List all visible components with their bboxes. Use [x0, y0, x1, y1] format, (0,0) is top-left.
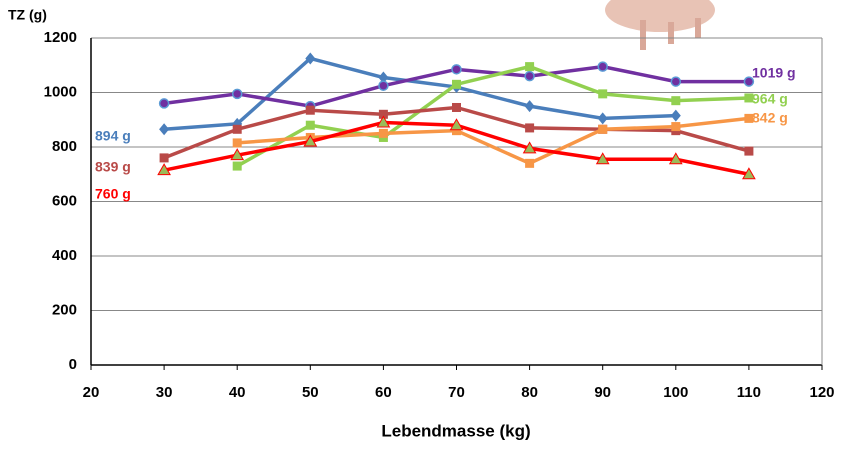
- marker: [525, 62, 535, 72]
- series-label: 964 g: [752, 91, 788, 107]
- marker: [671, 122, 681, 132]
- marker: [595, 152, 610, 165]
- y-tick-label: 200: [52, 301, 77, 318]
- marker: [159, 153, 169, 163]
- marker: [671, 96, 681, 106]
- pig-decoration: [605, 0, 715, 50]
- marker: [159, 123, 170, 136]
- marker: [524, 70, 535, 82]
- series-line: [236, 64, 749, 168]
- marker: [378, 128, 388, 138]
- marker: [305, 120, 315, 130]
- marker: [744, 146, 754, 156]
- marker: [670, 109, 681, 122]
- y-tick-label: 800: [52, 138, 77, 155]
- x-tick-label: 20: [83, 384, 100, 401]
- series-line: [163, 56, 676, 132]
- series-label: 842 g: [752, 110, 788, 126]
- marker: [668, 152, 683, 165]
- marker: [524, 100, 535, 113]
- x-tick-label: 110: [737, 384, 761, 401]
- series-label: 839 g: [95, 159, 131, 175]
- marker: [451, 64, 462, 75]
- x-tick-label: 30: [156, 384, 173, 401]
- marker: [744, 93, 754, 103]
- y-axis-label: TZ (g): [8, 7, 47, 23]
- marker: [157, 163, 171, 176]
- x-tick-label: 40: [229, 384, 246, 401]
- x-tick-label: 120: [809, 384, 834, 401]
- x-axis-label: Lebendmasse (kg): [381, 421, 530, 440]
- marker: [452, 126, 461, 136]
- marker: [305, 52, 316, 65]
- marker: [303, 134, 318, 147]
- y-tick-label: 600: [52, 192, 77, 209]
- y-tick-label: 1000: [44, 83, 77, 100]
- marker: [525, 158, 535, 168]
- series-label: 760 g: [95, 186, 131, 202]
- x-tick-label: 90: [594, 384, 611, 401]
- marker: [449, 118, 464, 131]
- marker: [378, 80, 389, 91]
- marker: [597, 112, 608, 125]
- marker: [744, 113, 754, 123]
- y-tick-label: 0: [69, 356, 77, 373]
- marker: [598, 124, 608, 134]
- marker: [232, 161, 242, 171]
- marker: [378, 109, 388, 119]
- y-tick-label: 400: [52, 247, 77, 264]
- x-tick-label: 60: [375, 384, 392, 401]
- marker: [525, 123, 535, 133]
- marker: [158, 98, 170, 109]
- marker: [670, 76, 682, 87]
- marker: [230, 148, 245, 161]
- marker: [232, 124, 242, 134]
- x-tick-label: 50: [302, 384, 319, 401]
- x-tick-label: 100: [663, 384, 688, 401]
- marker: [378, 71, 389, 84]
- marker: [742, 167, 756, 180]
- marker: [598, 89, 608, 99]
- marker: [305, 105, 315, 115]
- series-label: 894 g: [95, 128, 131, 144]
- marker: [232, 138, 242, 148]
- marker: [376, 115, 391, 128]
- y-tick-label: 1200: [44, 29, 77, 46]
- marker: [231, 88, 243, 100]
- marker: [522, 141, 537, 154]
- marker: [452, 79, 461, 89]
- marker: [597, 61, 608, 72]
- marker: [743, 76, 755, 87]
- x-tick-label: 80: [521, 384, 538, 401]
- series-label: 1019 g: [752, 65, 796, 81]
- x-tick-label: 70: [448, 384, 465, 401]
- marker: [452, 102, 461, 112]
